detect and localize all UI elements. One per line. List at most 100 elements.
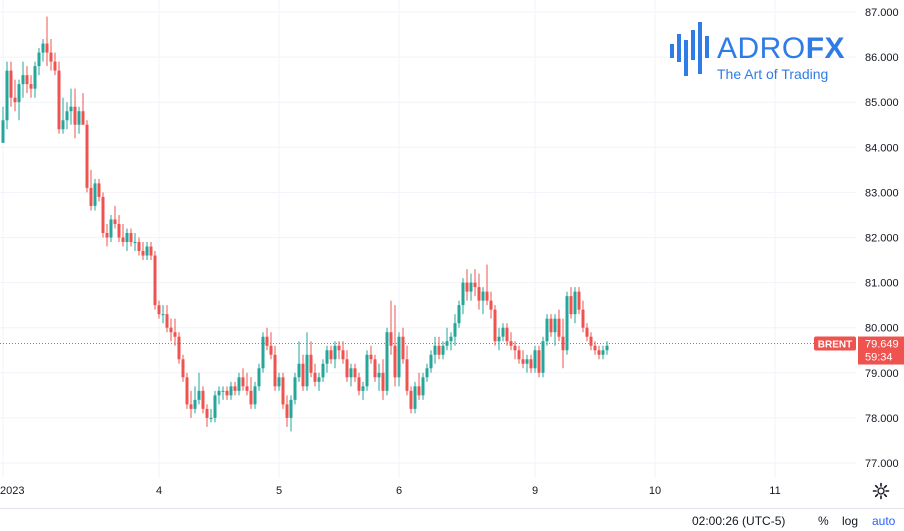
candle-body [105,232,109,238]
candle-body [281,377,285,405]
candle-body [257,368,261,387]
candle-body [485,291,489,301]
candle-body [569,296,573,315]
candle-body [121,237,125,243]
y-tick-label: 77.000 [865,458,899,470]
candle-body [349,368,353,378]
x-tick-label: 6 [396,485,402,497]
y-tick-label: 80.000 [865,323,899,335]
candle-body [69,106,73,112]
candle-body [557,318,561,337]
candle-body [53,61,57,71]
x-tick-label: 2023 [0,485,24,497]
candle-body [205,408,209,418]
candle-body [421,377,425,396]
candle-body [461,282,465,306]
candle-body [153,255,157,306]
candle-body [289,399,293,418]
candle-body [81,111,85,125]
candle-body [177,336,181,360]
candle-body [221,390,225,392]
y-tick-label: 79.000 [865,368,899,380]
logo-bars-icon [670,22,709,76]
x-tick-label: 10 [649,485,661,497]
candle-body [293,377,297,400]
candle-body [45,43,49,53]
candle-body [561,336,565,351]
y-tick-label: 83.000 [865,187,899,199]
candle-body [341,350,345,360]
candle-body [529,359,533,369]
gear-icon[interactable] [872,482,890,500]
percent-scale-toggle[interactable]: % [818,514,829,528]
candle-body [389,332,393,346]
y-tick-label: 81.000 [865,278,899,290]
candle-body [449,336,453,342]
candle-body [321,363,325,378]
adrofx-logo: ADROFX The Art of Trading [668,22,868,82]
candle-body [85,124,89,188]
candle-body [13,97,17,103]
price-axis: 87.000 86.000 85.000 84.000 83.000 82.000 81.0… [865,7,899,470]
candle-body [265,336,269,346]
log-scale-toggle[interactable]: log [842,514,859,528]
candle-body [337,345,341,351]
candle-body [441,345,445,355]
candle-body [581,309,585,328]
candle-body [1,120,5,143]
candle-body [589,336,593,346]
candle-body [549,318,553,333]
candle-body [377,372,381,378]
candle-body [249,390,253,405]
x-tick-label: 4 [156,485,162,497]
candle-body [345,359,349,378]
clock-readout[interactable]: 02:00:26 (UTC-5) [692,514,786,528]
candle-body [409,390,413,409]
candle-body [593,345,597,351]
x-tick-label: 5 [276,485,282,497]
candle-body [213,395,217,418]
candle-body [585,327,589,337]
candle-body [197,390,201,400]
candle-body [113,219,117,224]
candle-body [433,345,437,355]
candle-body [25,75,29,85]
candle-body [117,223,121,238]
candle-body [429,354,433,369]
candle-body [493,309,497,342]
candle-body [261,336,265,369]
candle-body [77,111,81,125]
y-tick-label: 82.000 [865,233,899,245]
candle-body [137,242,141,252]
candle-body [285,404,289,418]
candle-body [401,336,405,360]
candle-body [21,75,25,85]
candle-body [245,386,249,391]
candle-body [273,354,277,387]
candle-body [225,390,229,396]
candle-body [89,187,93,206]
candle-body [469,282,473,292]
candle-body [149,246,153,256]
candle-body [29,84,33,89]
candle-body [301,363,305,387]
candle-body [165,314,169,328]
candle-body [233,386,237,391]
candle-body [269,345,273,355]
candle-body [181,359,185,378]
candle-body [457,305,461,324]
candles [1,16,609,432]
candle-body [161,314,165,316]
candle-body [425,368,429,378]
candle-body [277,377,281,387]
candle-body [201,390,205,409]
symbol-label: BRENT [818,340,852,351]
candle-body [305,354,309,387]
auto-scale-toggle[interactable]: auto [872,514,896,528]
x-tick-label: 9 [532,485,538,497]
last-price-badge [858,336,904,365]
candle-body [365,354,369,387]
candle-body [577,291,581,310]
candle-body [565,296,569,351]
